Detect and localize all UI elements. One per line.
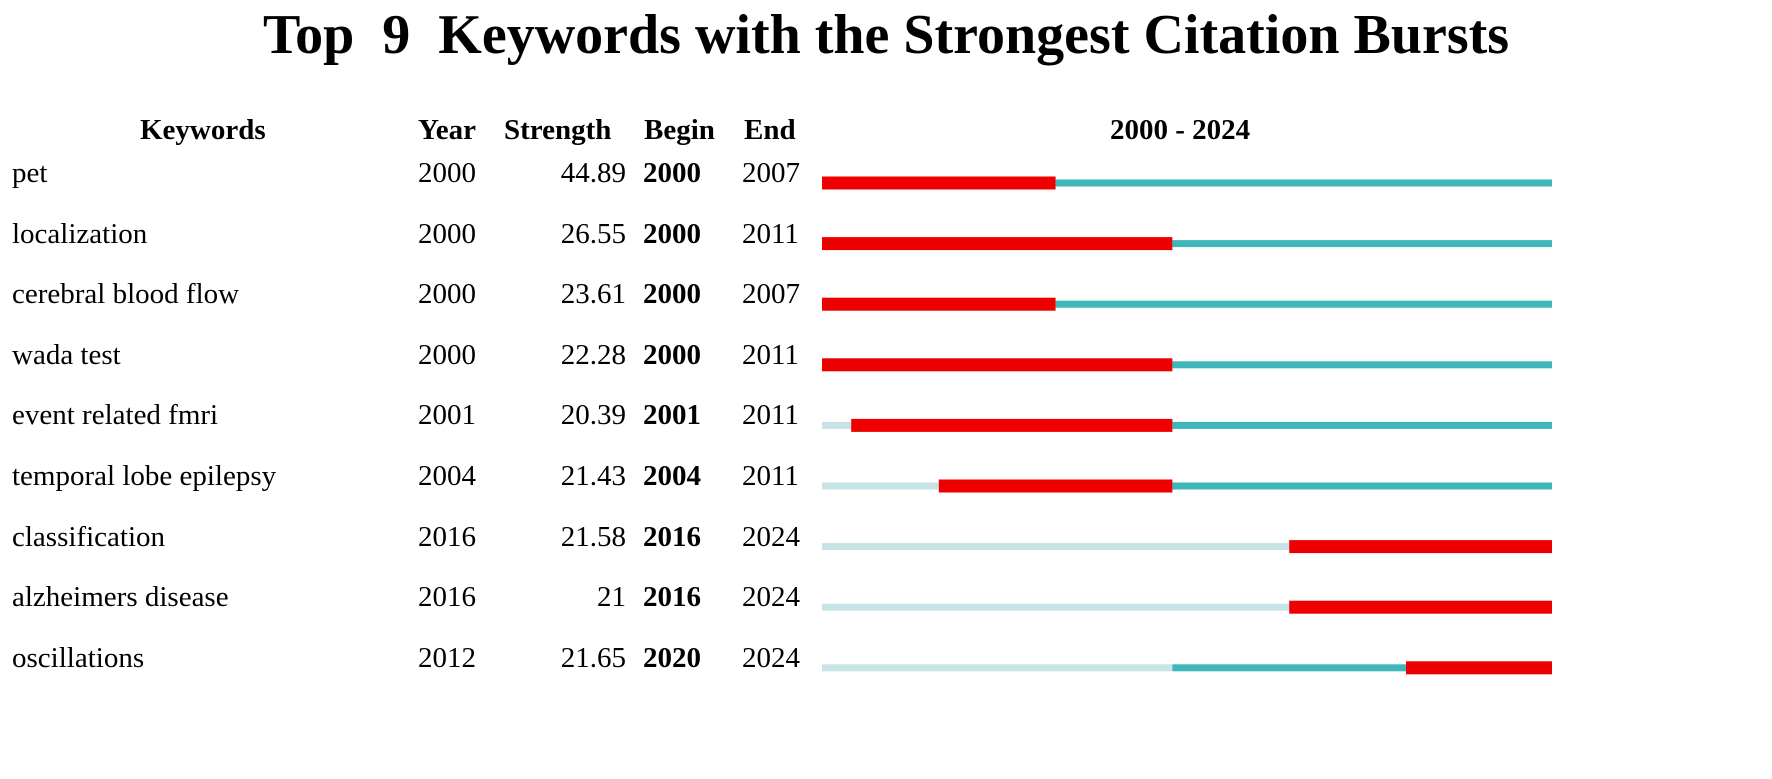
active-segment <box>1172 482 1552 490</box>
keyword-cell: alzheimers disease <box>12 581 229 614</box>
header-year: Year <box>418 114 476 146</box>
burst-bar <box>1406 661 1552 675</box>
strength-cell: 20.39 <box>560 399 626 432</box>
begin-cell: 2001 <box>643 399 701 432</box>
header-end: End <box>744 114 796 146</box>
active-segment <box>1172 664 1406 672</box>
begin-cell: 2020 <box>643 641 701 674</box>
keyword-cell: wada test <box>12 338 121 371</box>
keyword-cell: pet <box>12 157 48 189</box>
year-cell: 2000 <box>418 338 476 371</box>
year-cell: 2001 <box>418 399 476 432</box>
burst-bar <box>822 176 1056 190</box>
header-strength: Strength <box>504 114 612 146</box>
strength-cell: 22.28 <box>560 338 626 371</box>
begin-cell: 2016 <box>643 520 701 553</box>
active-segment <box>1055 179 1552 187</box>
keyword-cell: temporal lobe epilepsy <box>12 460 277 492</box>
active-segment <box>1172 240 1552 248</box>
year-cell: 2016 <box>418 581 476 614</box>
end-cell: 2007 <box>742 278 800 311</box>
burst-bar <box>851 418 1173 432</box>
chart-title: Top 9 Keywords with the Strongest Citati… <box>262 4 1510 66</box>
burst-bar <box>822 358 1173 372</box>
keyword-cell: oscillations <box>12 641 145 674</box>
begin-cell: 2004 <box>643 460 701 492</box>
keyword-cell: cerebral blood flow <box>12 278 240 311</box>
begin-cell: 2000 <box>643 217 701 250</box>
end-cell: 2007 <box>742 157 800 189</box>
end-cell: 2011 <box>742 338 799 371</box>
inactive-segment <box>822 543 1290 551</box>
year-cell: 2000 <box>418 157 476 189</box>
burst-bar <box>938 479 1173 493</box>
end-cell: 2024 <box>742 641 800 674</box>
keyword-cell: localization <box>12 217 148 250</box>
year-cell: 2004 <box>418 460 476 492</box>
strength-cell: 26.55 <box>560 217 626 250</box>
year-cell: 2000 <box>418 217 476 250</box>
strength-cell: 21 <box>597 581 626 614</box>
active-segment <box>1055 300 1552 308</box>
strength-cell: 21.43 <box>560 460 626 492</box>
header-begin: Begin <box>644 114 715 146</box>
begin-cell: 2000 <box>643 278 701 311</box>
inactive-segment <box>822 603 1290 611</box>
burst-bar <box>1289 600 1552 614</box>
inactive-segment <box>822 664 1173 672</box>
year-cell: 2000 <box>418 278 476 311</box>
header-keywords: Keywords <box>140 114 266 146</box>
inactive-segment <box>822 421 852 429</box>
header-range: 2000 - 2024 <box>1110 114 1251 146</box>
strength-cell: 21.58 <box>560 520 626 553</box>
begin-cell: 2016 <box>643 581 701 614</box>
end-cell: 2011 <box>742 399 799 432</box>
keyword-cell: event related fmri <box>12 399 219 432</box>
strength-cell: 21.65 <box>560 641 626 674</box>
year-cell: 2012 <box>418 641 476 674</box>
end-cell: 2011 <box>742 460 799 492</box>
burst-bar <box>1289 540 1552 554</box>
strength-cell: 44.89 <box>560 157 626 189</box>
burst-bar <box>822 237 1173 251</box>
begin-cell: 2000 <box>643 338 701 371</box>
end-cell: 2011 <box>742 217 799 250</box>
inactive-segment <box>822 482 939 490</box>
active-segment <box>1172 421 1552 429</box>
begin-cell: 2000 <box>643 157 701 189</box>
strength-cell: 23.61 <box>560 278 626 311</box>
end-cell: 2024 <box>742 520 800 553</box>
year-cell: 2016 <box>418 520 476 553</box>
keyword-cell: classification <box>12 520 166 553</box>
active-segment <box>1172 361 1552 369</box>
end-cell: 2024 <box>742 581 800 614</box>
burst-bar <box>822 297 1056 311</box>
